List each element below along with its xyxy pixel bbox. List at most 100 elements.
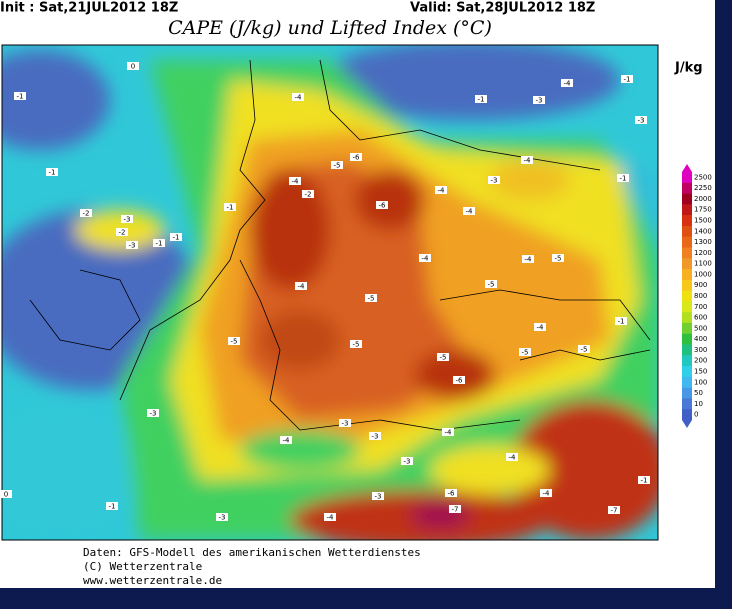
lifted-index-label: -4 [438, 187, 446, 195]
lifted-index-label: 0 [131, 63, 135, 71]
lifted-index-box [289, 177, 301, 185]
lifted-index-label: -6 [353, 154, 361, 162]
lifted-index-label: -4 [283, 437, 291, 445]
lifted-index-box [280, 436, 292, 444]
lifted-index-label: -1 [620, 175, 627, 183]
lifted-index-label: -3 [342, 420, 349, 428]
colorbar-label: 2000 [694, 195, 712, 203]
lifted-index-box [485, 280, 497, 288]
lifted-index-box [127, 62, 139, 70]
colorbar-box [682, 322, 692, 335]
lifted-index-box [170, 233, 182, 241]
legend-unit: J/kg [674, 61, 703, 76]
lifted-index-box [506, 453, 518, 461]
lifted-index-label: -3 [491, 177, 498, 185]
lifted-index-label: -1 [618, 318, 625, 326]
footer-line: www.wetterzentrale.de [83, 574, 222, 587]
lifted-index-label: -1 [156, 240, 163, 248]
lifted-index-box [216, 513, 228, 521]
lifted-index-label: -1 [641, 477, 648, 485]
init-time: Init : Sat,21JUL2012 18Z [0, 1, 178, 16]
lifted-index-label: -5 [231, 338, 238, 346]
lifted-index-label: -5 [555, 255, 562, 263]
lifted-index-box [0, 490, 12, 498]
colorbar-box [682, 193, 692, 205]
lifted-index-box [350, 153, 362, 161]
lifted-index-label: -4 [295, 94, 303, 102]
lifted-index-box [533, 96, 545, 104]
colorbar-label: 1100 [694, 260, 712, 268]
lifted-index-box [442, 428, 454, 436]
lifted-index-label: -3 [536, 97, 543, 105]
lifted-index-box [445, 489, 457, 497]
colorbar-box [682, 182, 692, 194]
lifted-index-box [331, 161, 343, 169]
lifted-index-label: -4 [525, 256, 533, 264]
lifted-index-label: -4 [524, 157, 532, 165]
lifted-index-box [224, 203, 236, 211]
lifted-index-label: -2 [305, 191, 312, 199]
lifted-index-label: -3 [219, 514, 226, 522]
colorbar-label: 2250 [694, 184, 712, 192]
lifted-index-box [437, 353, 449, 361]
colorbar-box [682, 301, 692, 313]
lifted-index-label: -1 [478, 96, 485, 104]
lifted-index-box [552, 254, 564, 262]
frame-bottom [0, 588, 732, 609]
colorbar-box [682, 225, 692, 237]
lifted-index-label: -3 [124, 216, 131, 224]
colorbar-label: 1000 [694, 270, 712, 278]
lifted-index-label: -3 [150, 410, 157, 418]
lifted-index-box [519, 348, 531, 356]
lifted-index-box [302, 190, 314, 198]
lifted-index-label: -5 [581, 346, 588, 354]
colorbar-box [682, 290, 692, 302]
lifted-index-box [621, 75, 633, 83]
colorbar-cap [682, 164, 692, 172]
lifted-index-box [475, 95, 487, 103]
lifted-index-label: -4 [543, 490, 551, 498]
colorbar-label: 1300 [694, 238, 712, 246]
lifted-index-box [617, 174, 629, 182]
lifted-index-box [521, 156, 533, 164]
colorbar-box [682, 258, 692, 270]
lifted-index-label: -5 [368, 295, 375, 303]
colorbar-label: 800 [694, 292, 707, 300]
colorbar-box [682, 366, 692, 378]
lifted-index-label: -3 [404, 458, 411, 466]
lifted-index-box [365, 294, 377, 302]
colorbar-label: 1500 [694, 217, 712, 225]
colorbar-label: 200 [694, 357, 707, 365]
lifted-index-box [369, 432, 381, 440]
colorbar-label: 2500 [694, 173, 712, 181]
colorbar-label: 1400 [694, 227, 712, 235]
colorbar: 2500225020001750150014001300120011001000… [682, 164, 712, 428]
lifted-index-box [401, 457, 413, 465]
lifted-index-box [153, 239, 165, 247]
lifted-index-label: -4 [466, 208, 474, 216]
lifted-index-box [638, 476, 650, 484]
lifted-index-label: -4 [327, 514, 335, 522]
lifted-index-box [578, 345, 590, 353]
lifted-index-label: -6 [448, 490, 456, 498]
colorbar-label: 10 [694, 400, 703, 408]
lifted-index-box [350, 340, 362, 348]
lifted-index-label: -1 [173, 234, 180, 242]
lifted-index-label: -7 [611, 507, 618, 515]
lifted-index-label: -6 [379, 202, 387, 210]
colorbar-box [682, 333, 692, 345]
lifted-index-box [376, 201, 388, 209]
lifted-index-box [324, 513, 336, 521]
lifted-index-label: -3 [375, 493, 382, 501]
colorbar-label: 300 [694, 346, 707, 354]
colorbar-label: 1750 [694, 206, 712, 214]
lifted-index-label: -5 [334, 162, 341, 170]
lifted-index-box [615, 317, 627, 325]
frame-right [715, 0, 732, 609]
colorbar-box [682, 312, 692, 324]
lifted-index-label: -3 [638, 117, 645, 125]
lifted-index-box [449, 505, 461, 513]
lifted-index-box [561, 79, 573, 87]
footer-line: Daten: GFS-Modell des amerikanischen Wet… [83, 546, 421, 559]
